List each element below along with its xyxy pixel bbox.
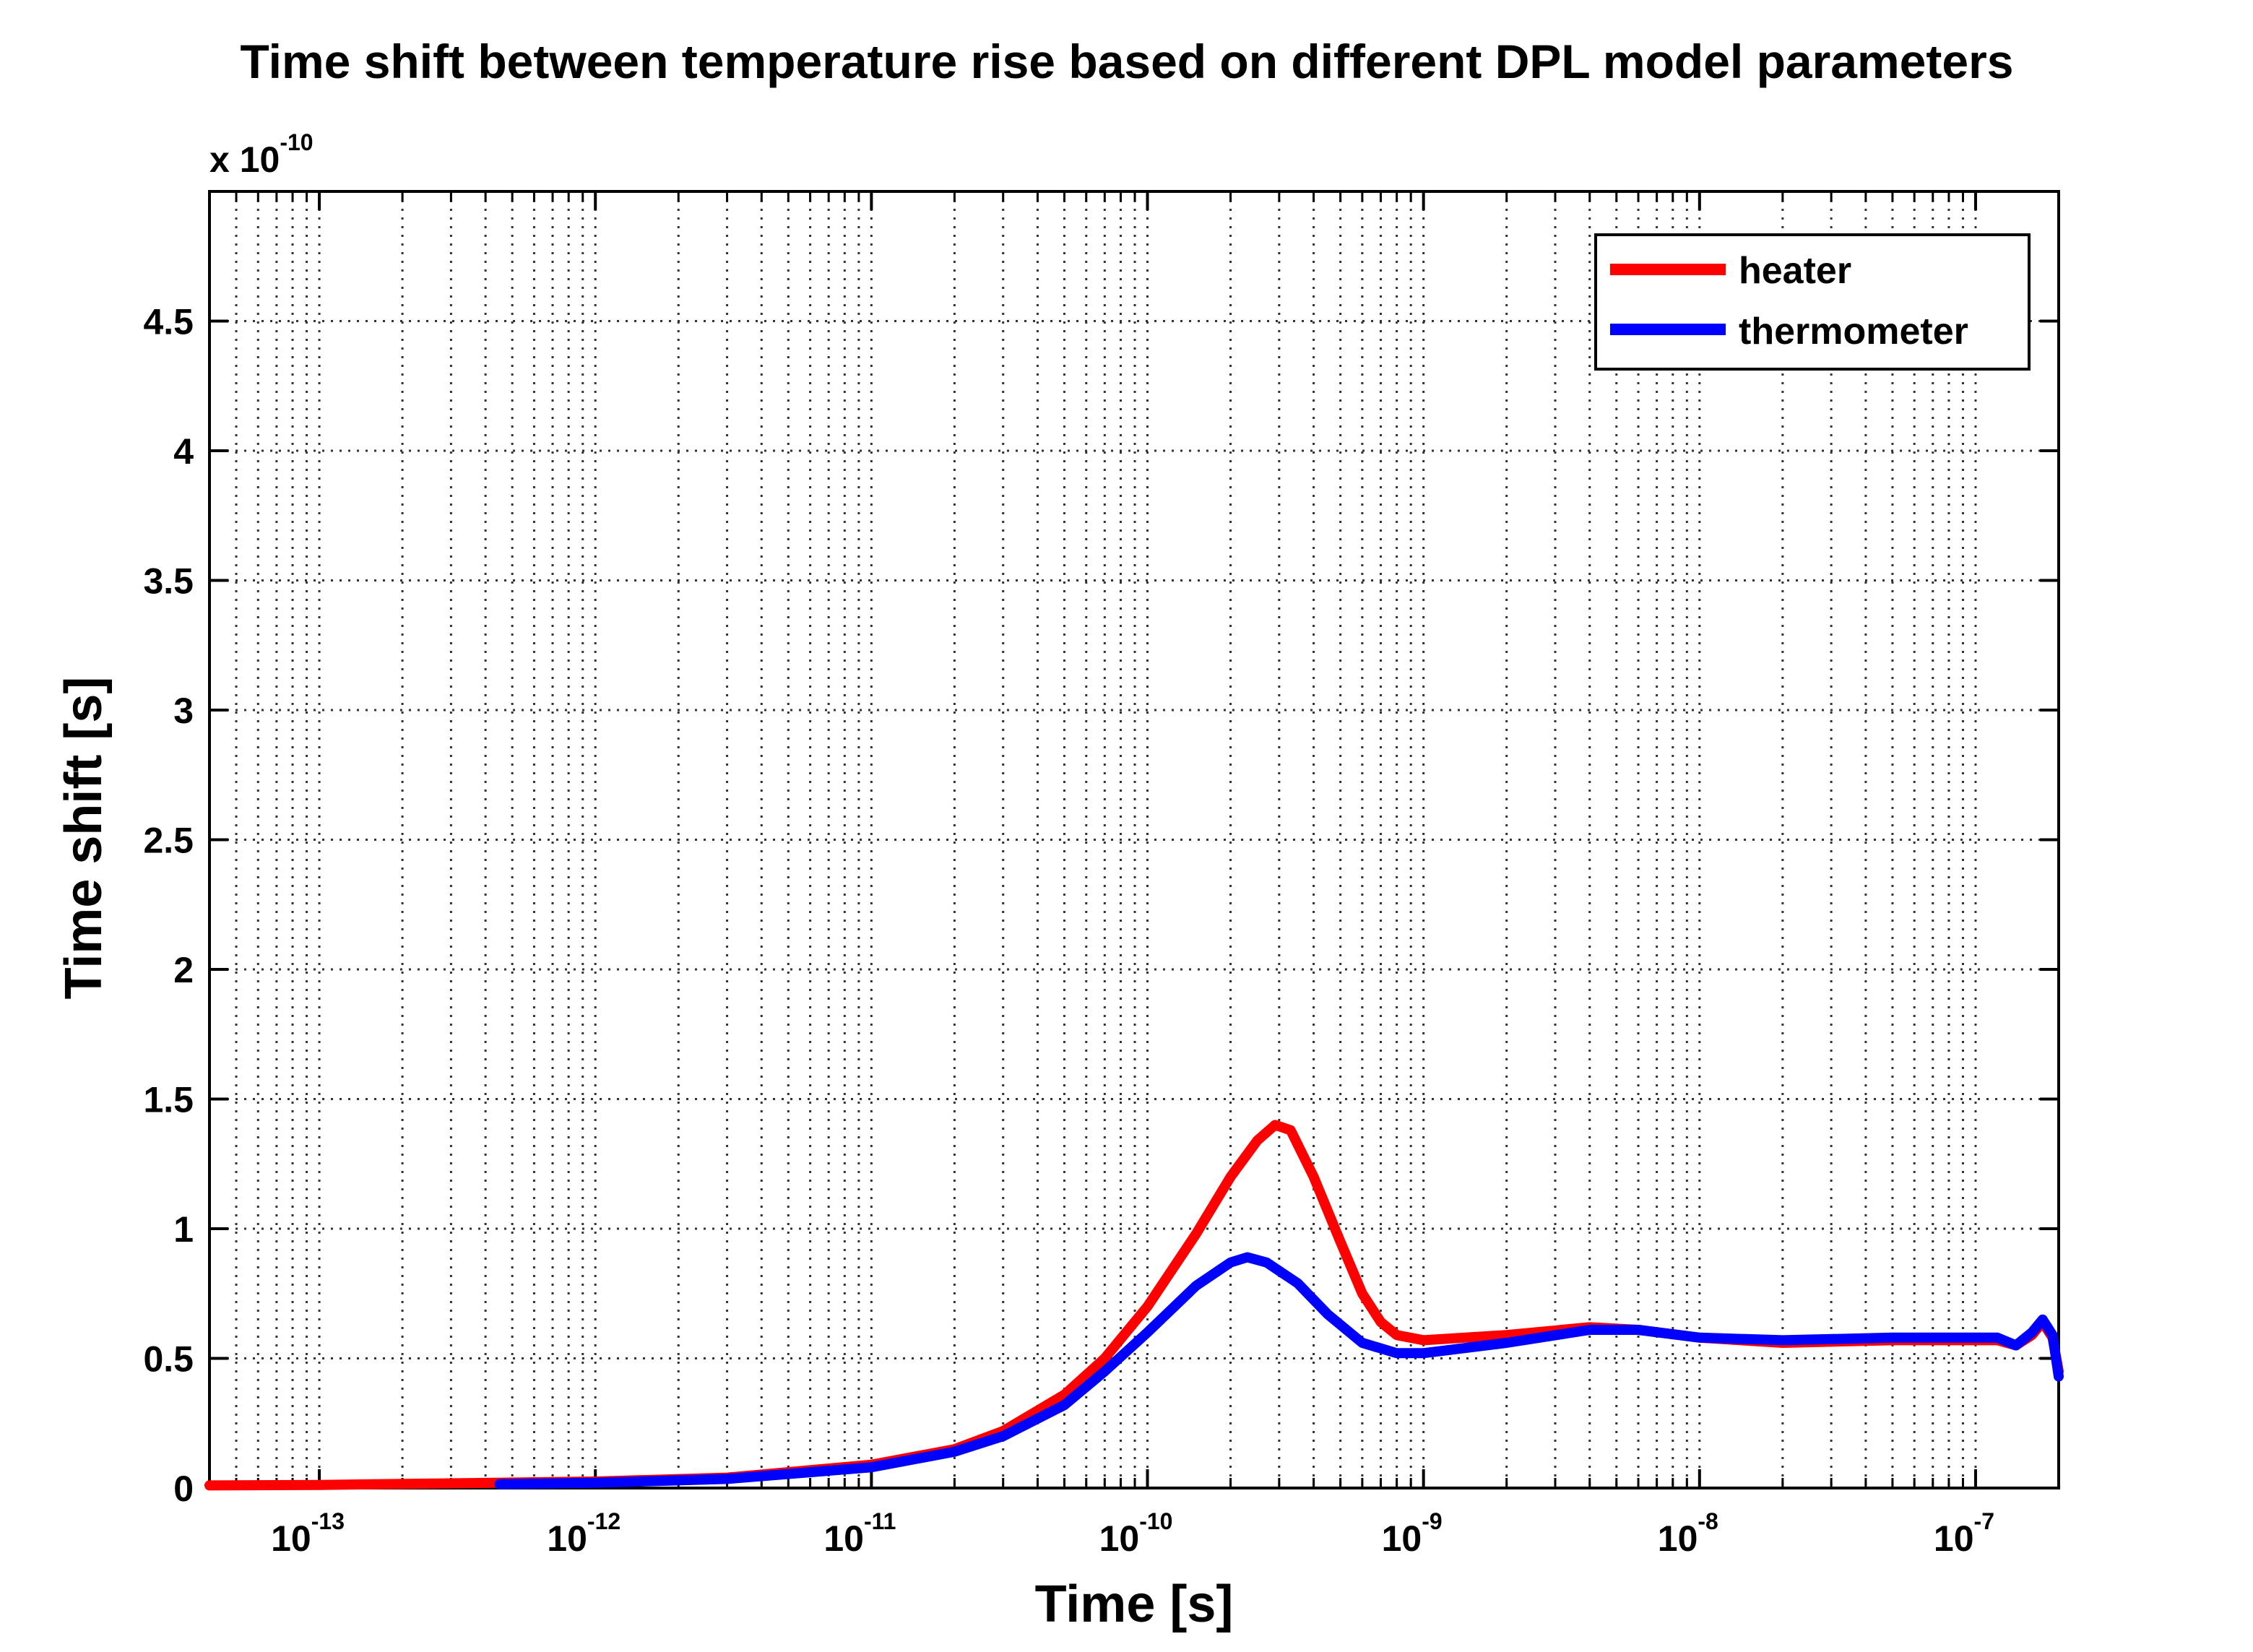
x-axis-label: Time [s] <box>1035 1575 1234 1633</box>
y-tick-label: 3.5 <box>143 561 194 602</box>
x-tick-label-exponent: -12 <box>587 1508 620 1534</box>
y-tick-label: 4.5 <box>143 302 194 342</box>
x-tick-label: 10-12 <box>547 1508 620 1559</box>
series-group <box>204 1120 2064 1491</box>
y-axis: 0 0.5 1 1.5 2 2.5 3 3.5 4 4.5 <box>143 302 2059 1509</box>
x-tick-label: 10-11 <box>823 1508 896 1559</box>
y-tick-label: 4 <box>173 431 194 472</box>
y-tick-label: 3 <box>173 691 194 731</box>
x-tick-label-base: 10 <box>1099 1518 1140 1559</box>
x-tick-label: 10-9 <box>1382 1508 1443 1559</box>
grid <box>209 191 2059 1488</box>
legend-label-heater: heater <box>1739 250 1851 292</box>
x-tick-label-exponent: -13 <box>311 1508 345 1534</box>
x-tick-label-base: 10 <box>823 1518 864 1559</box>
y-tick-label: 1.5 <box>143 1080 194 1120</box>
y-multiplier: x 10-10 <box>209 129 313 180</box>
x-tick-label: 10-7 <box>1934 1508 1994 1559</box>
legend-box <box>1594 233 2031 371</box>
x-tick-label: 10-8 <box>1658 1508 1718 1559</box>
series-line-thermometer <box>494 1252 2064 1489</box>
x-tick-label-exponent: -8 <box>1698 1508 1718 1534</box>
y-multiplier-base: x 10 <box>209 139 280 180</box>
y-tick-label: 2 <box>173 950 194 990</box>
x-axis: 10-13 10-12 10-11 10-10 10-9 10-8 10-7 <box>235 191 1994 1559</box>
x-tick-label-exponent: -7 <box>1974 1508 1994 1534</box>
x-tick-label: 10-10 <box>1099 1508 1173 1559</box>
x-tick-label-base: 10 <box>1658 1518 1698 1559</box>
y-tick-label: 1 <box>173 1209 194 1250</box>
y-multiplier-exponent: -10 <box>280 129 313 155</box>
x-tick-label-base: 10 <box>271 1518 311 1559</box>
x-tick-label-exponent: -10 <box>1139 1508 1172 1534</box>
y-tick-label: 0 <box>173 1469 194 1509</box>
y-tick-label: 0.5 <box>143 1339 194 1380</box>
x-tick-label-base: 10 <box>1382 1518 1422 1559</box>
legend-label-thermometer: thermometer <box>1739 311 1968 353</box>
legend: heater thermometer <box>1594 233 2031 371</box>
x-tick-label: 10-13 <box>271 1508 345 1559</box>
x-tick-label-exponent: -9 <box>1422 1508 1442 1534</box>
y-axis-label: Time shift [s] <box>55 677 113 1000</box>
y-tick-label: 2.5 <box>143 821 194 861</box>
x-tick-label-exponent: -11 <box>864 1508 896 1534</box>
x-tick-label-base: 10 <box>1934 1518 1974 1559</box>
chart-title: Time shift between temperature rise base… <box>241 35 2014 88</box>
x-tick-label-base: 10 <box>547 1518 587 1559</box>
